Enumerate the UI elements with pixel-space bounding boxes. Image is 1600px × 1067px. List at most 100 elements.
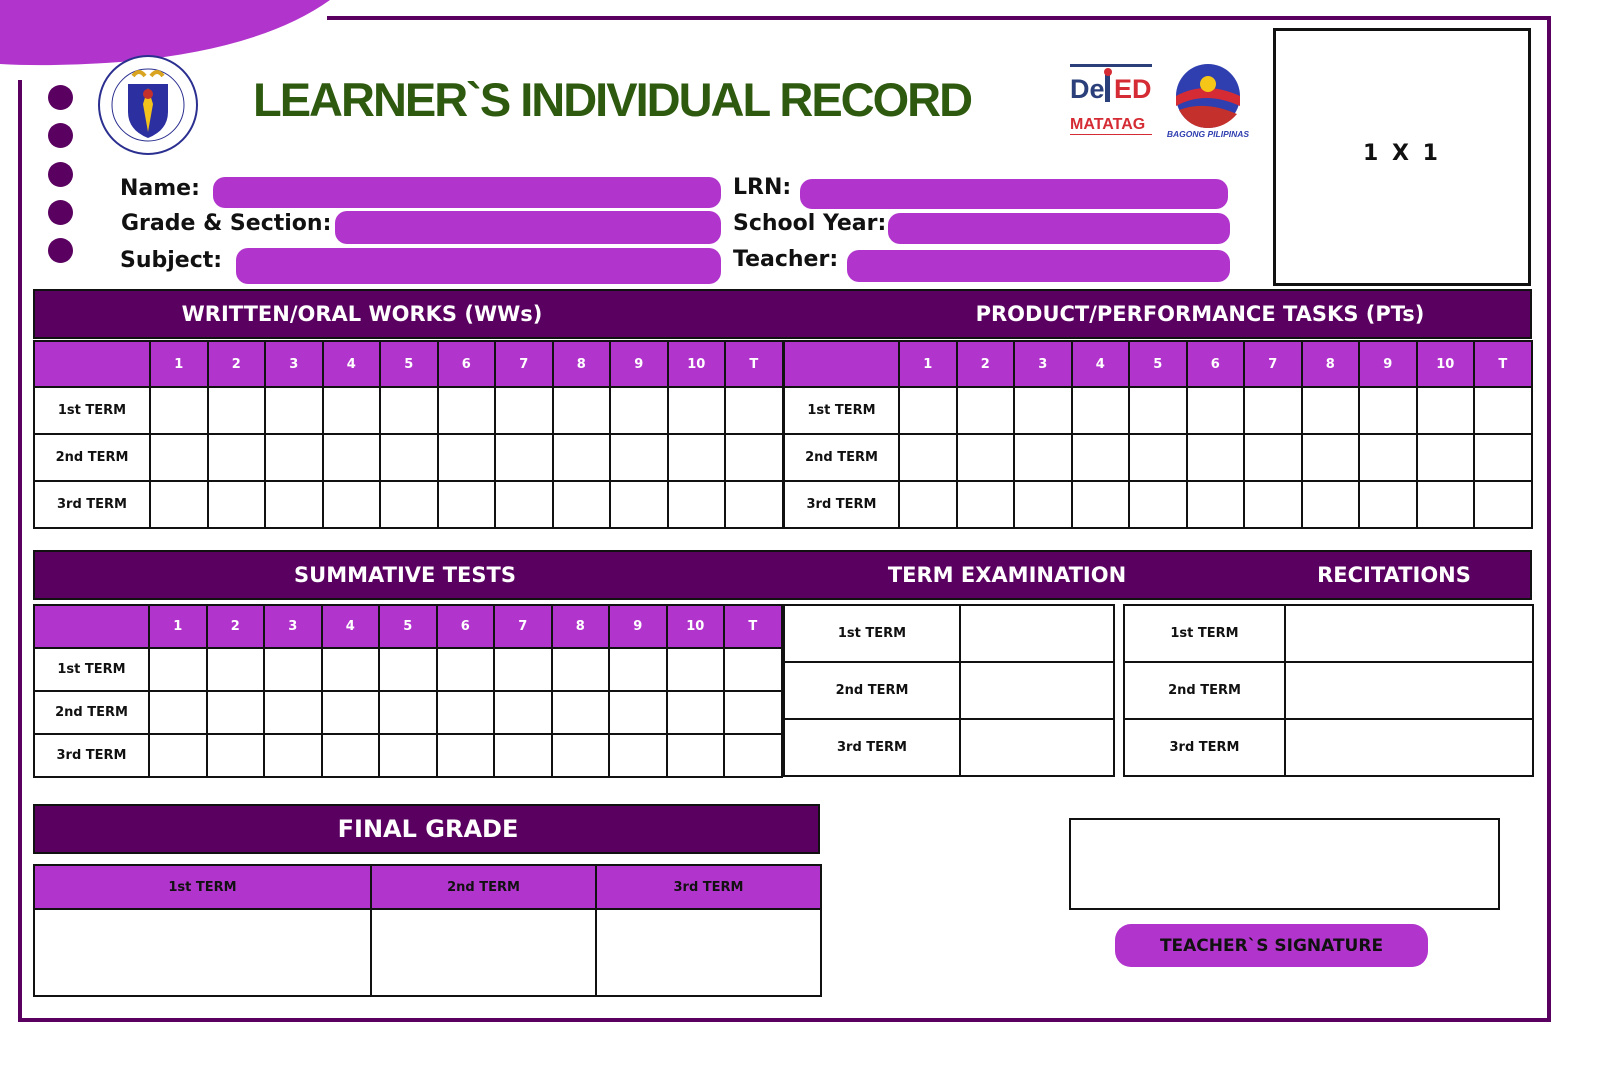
score-cell[interactable] [665, 690, 725, 735]
grade-cell[interactable] [1284, 661, 1534, 720]
score-cell[interactable] [379, 480, 439, 529]
score-cell[interactable] [955, 433, 1015, 482]
score-cell[interactable] [493, 690, 553, 735]
subject-field[interactable] [236, 248, 721, 284]
score-cell[interactable] [320, 690, 380, 735]
grade-section-field[interactable] [335, 211, 721, 244]
score-cell[interactable] [264, 433, 324, 482]
score-cell[interactable] [608, 733, 668, 778]
score-cell[interactable] [1300, 433, 1360, 482]
score-cell[interactable] [1185, 433, 1245, 482]
score-cell[interactable] [1185, 480, 1245, 529]
grade-cell[interactable] [1284, 604, 1534, 663]
score-cell[interactable] [1415, 386, 1475, 435]
score-cell[interactable] [1358, 433, 1418, 482]
score-cell[interactable] [494, 480, 554, 529]
score-cell[interactable] [723, 647, 783, 692]
score-cell[interactable] [149, 433, 209, 482]
score-cell[interactable] [724, 386, 784, 435]
score-cell[interactable] [148, 733, 208, 778]
score-cell[interactable] [206, 386, 266, 435]
score-cell[interactable] [379, 386, 439, 435]
score-cell[interactable] [608, 647, 668, 692]
score-cell[interactable] [206, 433, 266, 482]
score-cell[interactable] [1358, 480, 1418, 529]
score-cell[interactable] [321, 386, 381, 435]
score-cell[interactable] [666, 480, 726, 529]
score-cell[interactable] [320, 733, 380, 778]
score-cell[interactable] [666, 386, 726, 435]
score-cell[interactable] [1473, 433, 1533, 482]
score-cell[interactable] [609, 386, 669, 435]
score-cell[interactable] [1185, 386, 1245, 435]
score-cell[interactable] [1128, 433, 1188, 482]
score-cell[interactable] [321, 480, 381, 529]
grade-cell[interactable] [959, 604, 1115, 663]
score-cell[interactable] [320, 647, 380, 692]
score-cell[interactable] [955, 480, 1015, 529]
score-cell[interactable] [1013, 433, 1073, 482]
score-cell[interactable] [378, 690, 438, 735]
score-cell[interactable] [723, 690, 783, 735]
score-cell[interactable] [551, 480, 611, 529]
score-cell[interactable] [493, 733, 553, 778]
score-cell[interactable] [379, 433, 439, 482]
signature-box[interactable] [1069, 818, 1500, 910]
score-cell[interactable] [665, 733, 725, 778]
score-cell[interactable] [1128, 480, 1188, 529]
score-cell[interactable] [435, 690, 495, 735]
score-cell[interactable] [898, 433, 958, 482]
score-cell[interactable] [493, 647, 553, 692]
score-cell[interactable] [378, 647, 438, 692]
score-cell[interactable] [550, 647, 610, 692]
score-cell[interactable] [1300, 386, 1360, 435]
name-field[interactable] [213, 177, 721, 208]
score-cell[interactable] [263, 690, 323, 735]
score-cell[interactable] [1070, 433, 1130, 482]
score-cell[interactable] [1013, 386, 1073, 435]
score-cell[interactable] [1473, 386, 1533, 435]
score-cell[interactable] [148, 690, 208, 735]
score-cell[interactable] [435, 733, 495, 778]
score-cell[interactable] [1070, 480, 1130, 529]
score-cell[interactable] [724, 480, 784, 529]
score-cell[interactable] [263, 647, 323, 692]
score-cell[interactable] [1415, 433, 1475, 482]
score-cell[interactable] [1128, 386, 1188, 435]
score-cell[interactable] [550, 690, 610, 735]
score-cell[interactable] [955, 386, 1015, 435]
score-cell[interactable] [378, 733, 438, 778]
score-cell[interactable] [149, 480, 209, 529]
score-cell[interactable] [1415, 480, 1475, 529]
final-grade-cell[interactable] [370, 908, 597, 997]
score-cell[interactable] [436, 433, 496, 482]
score-cell[interactable] [205, 647, 265, 692]
score-cell[interactable] [724, 433, 784, 482]
score-cell[interactable] [494, 386, 554, 435]
score-cell[interactable] [263, 733, 323, 778]
score-cell[interactable] [550, 733, 610, 778]
score-cell[interactable] [264, 480, 324, 529]
score-cell[interactable] [666, 433, 726, 482]
score-cell[interactable] [609, 433, 669, 482]
score-cell[interactable] [1300, 480, 1360, 529]
score-cell[interactable] [436, 386, 496, 435]
grade-cell[interactable] [1284, 718, 1534, 777]
score-cell[interactable] [206, 480, 266, 529]
score-cell[interactable] [436, 480, 496, 529]
score-cell[interactable] [1243, 433, 1303, 482]
grade-cell[interactable] [959, 661, 1115, 720]
score-cell[interactable] [1013, 480, 1073, 529]
final-grade-cell[interactable] [595, 908, 822, 997]
teacher-field[interactable] [847, 250, 1230, 282]
score-cell[interactable] [148, 647, 208, 692]
score-cell[interactable] [1243, 480, 1303, 529]
score-cell[interactable] [1243, 386, 1303, 435]
score-cell[interactable] [205, 690, 265, 735]
lrn-field[interactable] [800, 179, 1228, 209]
grade-cell[interactable] [959, 718, 1115, 777]
school-year-field[interactable] [888, 213, 1230, 244]
score-cell[interactable] [321, 433, 381, 482]
score-cell[interactable] [494, 433, 554, 482]
score-cell[interactable] [1473, 480, 1533, 529]
